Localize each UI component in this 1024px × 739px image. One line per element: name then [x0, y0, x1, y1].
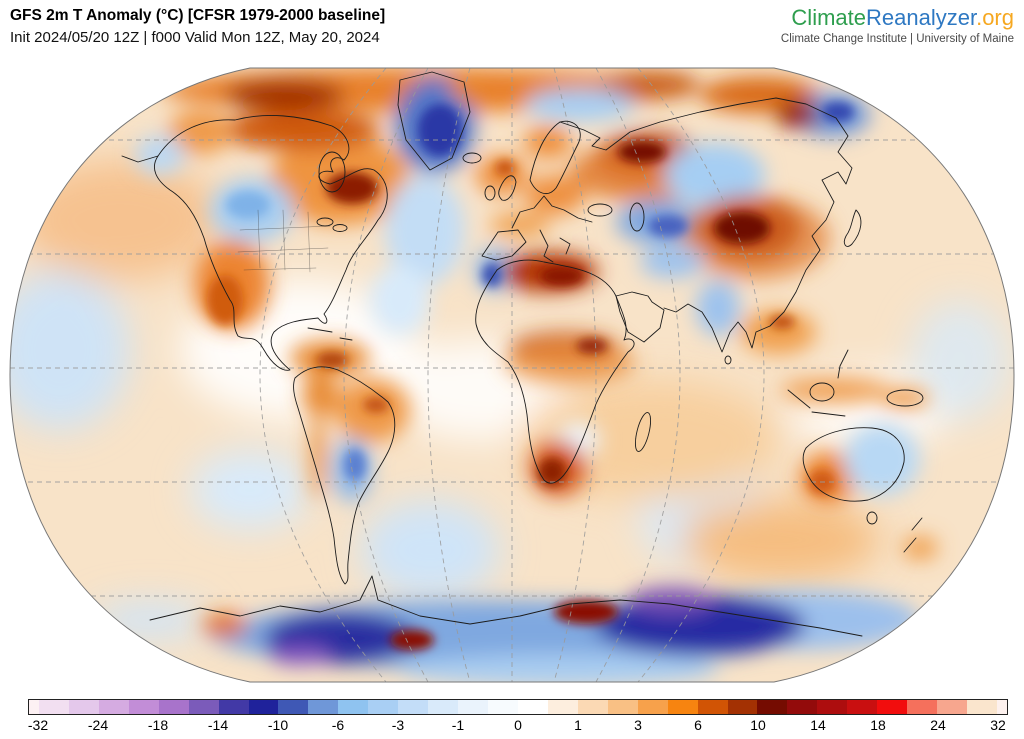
colorbar-tick-label: 24 [930, 717, 946, 733]
colorbar-segment [637, 700, 668, 714]
colorbar-tick-label: 1 [574, 717, 582, 733]
colorbar-segment [128, 700, 159, 714]
map-canvas [9, 67, 1015, 683]
colorbar-segment [308, 700, 339, 714]
colorbar-segment [218, 700, 249, 714]
colorbar-tick-label: 18 [870, 717, 886, 733]
page-title: GFS 2m T Anomaly (°C) [CFSR 1979-2000 ba… [10, 7, 386, 24]
colorbar-segment [488, 700, 518, 714]
colorbar-tick-label: -32 [27, 717, 49, 733]
colorbar-segment [98, 700, 129, 714]
colorbar [28, 699, 1008, 715]
colorbar-segment [398, 700, 429, 714]
colorbar-segment [757, 700, 788, 714]
colorbar-tick-label: -3 [391, 717, 405, 733]
colorbar-segment [547, 700, 578, 714]
world-anomaly-map [0, 60, 1024, 690]
colorbar-tick-label: -18 [147, 717, 169, 733]
colorbar-segment [727, 700, 758, 714]
colorbar-segment [158, 700, 189, 714]
page-subtitle: Init 2024/05/20 12Z | f000 Valid Mon 12Z… [10, 29, 380, 46]
colorbar-segment [278, 700, 309, 714]
colorbar-segment [937, 700, 968, 714]
colorbar-segment [38, 700, 69, 714]
colorbar-tick-label: -10 [267, 717, 289, 733]
colorbar-tick-label: 3 [634, 717, 642, 733]
colorbar-segment [907, 700, 938, 714]
colorbar-tick-label: 10 [750, 717, 766, 733]
colorbar-tick-label: -6 [331, 717, 345, 733]
colorbar-tick-label: 6 [694, 717, 702, 733]
colorbar-segment [188, 700, 219, 714]
header: GFS 2m T Anomaly (°C) [CFSR 1979-2000 ba… [0, 0, 1024, 60]
colorbar-segment [607, 700, 638, 714]
colorbar-area: -32 -24 -18 -14 -10 -6 -3 -1 0 1 3 6 10 14 18 24 32 [0, 690, 1024, 739]
colorbar-segment [817, 700, 848, 714]
logo-reanalyzer: Reanalyzer [866, 5, 977, 30]
colorbar-segment [847, 700, 878, 714]
title-block: GFS 2m T Anomaly (°C) [CFSR 1979-2000 ba… [10, 5, 385, 49]
logo-tagline: Climate Change Institute | University of… [780, 33, 1014, 45]
site-logo[interactable]: ClimateReanalyzer.org Climate Change Ins… [781, 6, 1014, 47]
colorbar-segment [787, 700, 818, 714]
colorbar-segment [428, 700, 459, 714]
colorbar-segment [697, 700, 728, 714]
colorbar-tick-label: 14 [810, 717, 826, 733]
map-outline [9, 67, 1015, 683]
colorbar-segment [338, 700, 369, 714]
logo-org: .org [976, 5, 1014, 30]
colorbar-segment [667, 700, 698, 714]
colorbar-segment [29, 700, 39, 714]
logo-climate: Climate [791, 5, 866, 30]
logo-wordmark[interactable]: ClimateReanalyzer.org [781, 6, 1014, 30]
colorbar-ticks: -32 -24 -18 -14 -10 -6 -3 -1 0 1 3 6 10 14 18 24 32 [28, 717, 1008, 737]
graticule [10, 68, 1014, 682]
colorbar-segment [248, 700, 279, 714]
colorbar-tick-label: -14 [207, 717, 229, 733]
colorbar-segment [967, 700, 997, 714]
colorbar-tick-label: -1 [451, 717, 465, 733]
colorbar-segment [877, 700, 908, 714]
colorbar-segment [996, 700, 1007, 714]
colorbar-segment [517, 700, 548, 714]
colorbar-tick-label: 0 [514, 717, 522, 733]
colorbar-tick-label: -24 [87, 717, 109, 733]
colorbar-segment [68, 700, 99, 714]
colorbar-segment [458, 700, 489, 714]
colorbar-tick-label: 32 [990, 717, 1006, 733]
colorbar-segment [368, 700, 399, 714]
coastlines [121, 71, 924, 637]
colorbar-segment [577, 700, 608, 714]
